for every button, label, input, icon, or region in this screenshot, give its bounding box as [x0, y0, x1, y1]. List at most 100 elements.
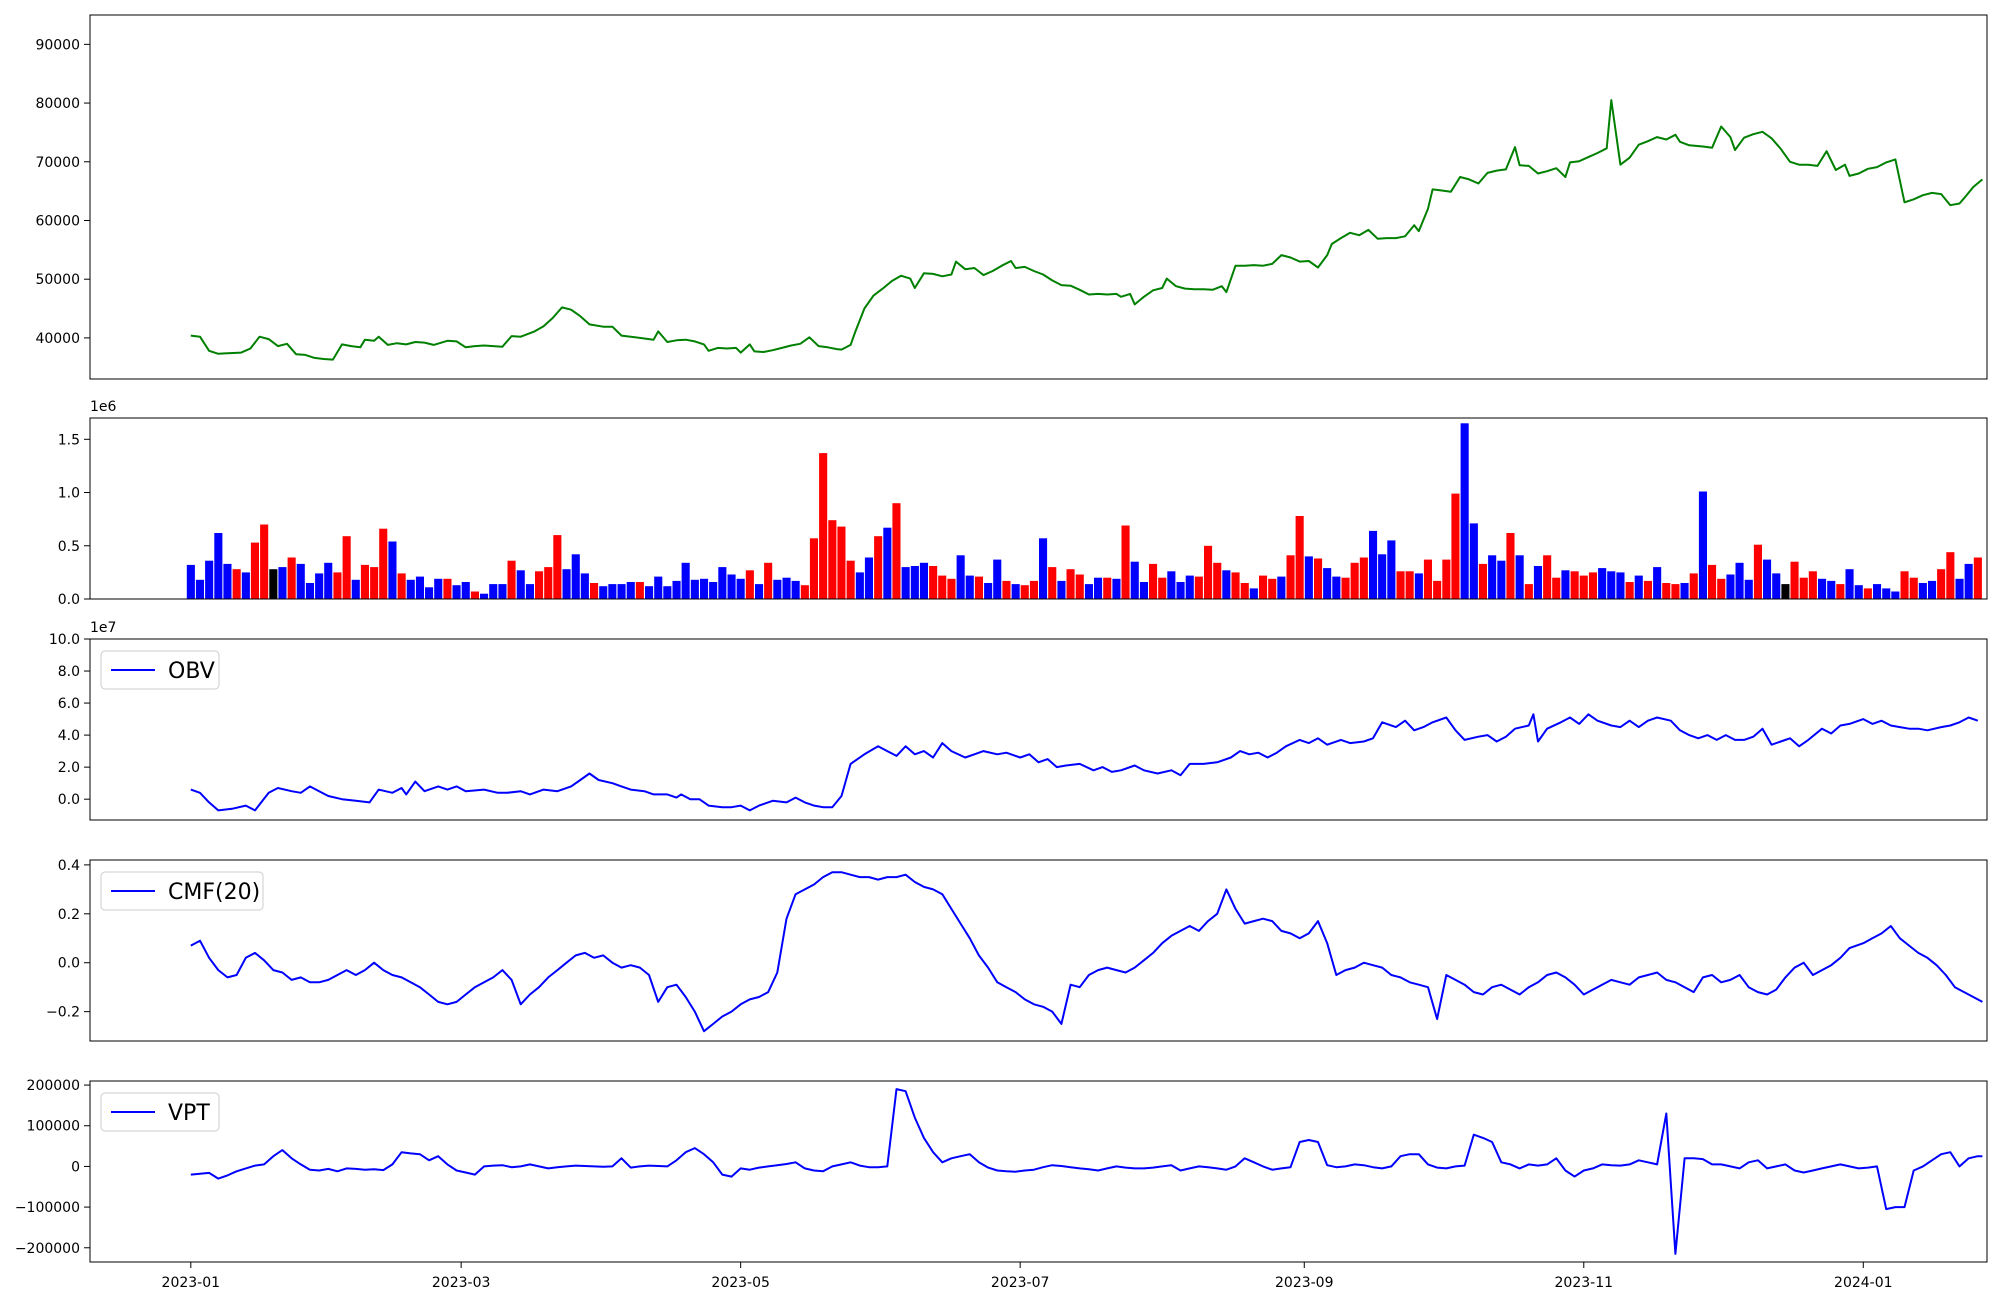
volume-bar [379, 528, 388, 599]
volume-bar [626, 582, 635, 599]
volume-bar [1918, 583, 1927, 599]
volume-bar [1928, 580, 1937, 599]
volume-bar [1955, 578, 1964, 599]
volume-bar [773, 579, 782, 599]
volume-bar [480, 593, 489, 599]
volume-bar [1799, 577, 1808, 599]
vpt-xtick-label: 2023-11 [1555, 1275, 1614, 1291]
vpt-panel: −200000 −100000 0 100000 200000 VPT 2023-01 202… [15, 1078, 1988, 1291]
volume-bar [305, 583, 314, 599]
volume-bar [1378, 554, 1387, 599]
volume-bar [333, 572, 342, 599]
volume-bar [1781, 584, 1790, 599]
volume-bar [1643, 580, 1652, 599]
volume-bar [1075, 574, 1084, 599]
volume-bar [1873, 584, 1882, 599]
volume-bar [1451, 493, 1460, 599]
price-axes-frame [89, 14, 1988, 380]
volume-bar [718, 567, 727, 599]
volume-bar [1533, 566, 1542, 599]
volume-bar [1937, 569, 1946, 599]
volume-bar [599, 586, 608, 599]
volume-bar [1863, 588, 1872, 599]
volume-bar [1708, 564, 1717, 599]
volume-bar [1359, 557, 1368, 599]
volume-bar [883, 527, 892, 599]
volume-bar [1277, 576, 1286, 599]
cmf-axes-frame [89, 859, 1988, 1042]
volume-bar [892, 503, 901, 599]
volume-bar [1662, 583, 1671, 599]
vpt-xtick-label: 2023-01 [162, 1275, 221, 1291]
price-series-line [190, 99, 1984, 361]
volume-bar [672, 580, 681, 599]
volume-bar [186, 564, 195, 599]
volume-bar [1698, 491, 1707, 599]
volume-bar [269, 569, 278, 599]
price-ytick-label: 80000 [35, 96, 80, 112]
volume-bar [287, 557, 296, 599]
volume-bar [516, 570, 525, 599]
volume-bar [1671, 584, 1680, 599]
volume-bar [901, 567, 910, 599]
volume-bar [1048, 567, 1057, 599]
volume-bar [1249, 588, 1258, 599]
volume-bar [1231, 572, 1240, 599]
volume-bar [1204, 545, 1213, 599]
volume-bar [1772, 573, 1781, 599]
volume-bar [425, 587, 434, 599]
volume-bar [1744, 579, 1753, 599]
volume-bar [1579, 575, 1588, 599]
volume-bar [562, 569, 571, 599]
price-ytick-label: 40000 [35, 331, 80, 347]
volume-bar [846, 560, 855, 599]
volume-bar [571, 554, 580, 599]
vpt-xtick-label: 2023-05 [711, 1275, 770, 1291]
vpt-xtick-label: 2023-03 [432, 1275, 491, 1291]
volume-bar [1103, 577, 1112, 599]
obv-axes-frame [89, 638, 1988, 821]
volume-bar [736, 578, 745, 599]
volume-bar [1314, 558, 1323, 599]
vpt-ytick-label: −100000 [15, 1200, 80, 1216]
volume-bar [1442, 559, 1451, 599]
volume-bar [1011, 584, 1020, 599]
volume-bar [974, 576, 983, 599]
volume-bar [755, 584, 764, 599]
price-ytick-label: 70000 [35, 155, 80, 171]
obv-legend-label: OBV [168, 659, 215, 684]
volume-bar [809, 538, 818, 599]
volume-bar [700, 578, 709, 599]
volume-bar [1543, 555, 1552, 599]
volume-bar [764, 562, 773, 599]
volume-bar [1139, 582, 1148, 599]
volume-bar [1369, 530, 1378, 599]
volume-bar [452, 585, 461, 599]
volume-bar [296, 563, 305, 599]
volume-bar [1295, 516, 1304, 599]
obv-ytick-label: 6.0 [58, 696, 80, 712]
vpt-xtick-label: 2024-01 [1834, 1275, 1893, 1291]
volume-bar [1680, 583, 1689, 599]
volume-bar [1460, 423, 1469, 599]
volume-bar [1433, 580, 1442, 599]
volume-bar [681, 562, 690, 599]
volume-bar [1653, 567, 1662, 599]
volume-bar [745, 570, 754, 599]
volume-bar [1332, 576, 1341, 599]
volume-bar [1112, 578, 1121, 599]
volume-bar [260, 524, 269, 599]
volume-bar [214, 533, 223, 599]
volume-bar [938, 575, 947, 599]
price-ytick-label: 90000 [35, 37, 80, 53]
volume-bar [1194, 576, 1203, 599]
volume-bar [1753, 544, 1762, 599]
price-ytick-label: 50000 [35, 272, 80, 288]
volume-bar [1057, 580, 1066, 599]
volume-bar [709, 582, 718, 599]
cmf-panel: −0.2 0.0 0.2 0.4 CMF(20) [46, 858, 1988, 1042]
volume-bar [1625, 582, 1634, 599]
volume-bar [1176, 582, 1185, 599]
volume-bar [241, 572, 250, 599]
volume-bar [443, 578, 452, 599]
